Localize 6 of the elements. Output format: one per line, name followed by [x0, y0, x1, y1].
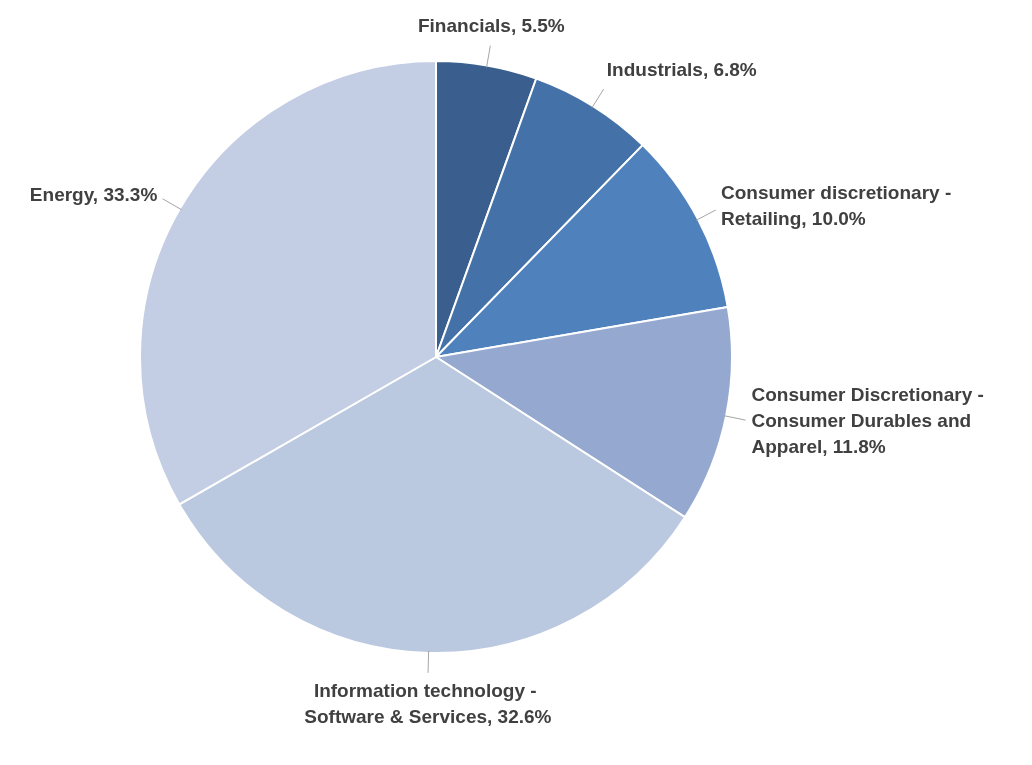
slice-label: Energy, 33.3%	[29, 183, 158, 205]
slice-label: Consumer discretionary - Retailing, 10.0%	[721, 182, 952, 230]
slice-label: Consumer Discretionary - Consumer Durables and Apparel, 11.8%	[751, 383, 984, 457]
slice-label: Industrials, 6.8%	[606, 59, 757, 81]
slice-label: Financials, 5.5%	[417, 15, 565, 37]
slice-label: Information technology - Software & Services, 32.6%	[304, 680, 552, 728]
